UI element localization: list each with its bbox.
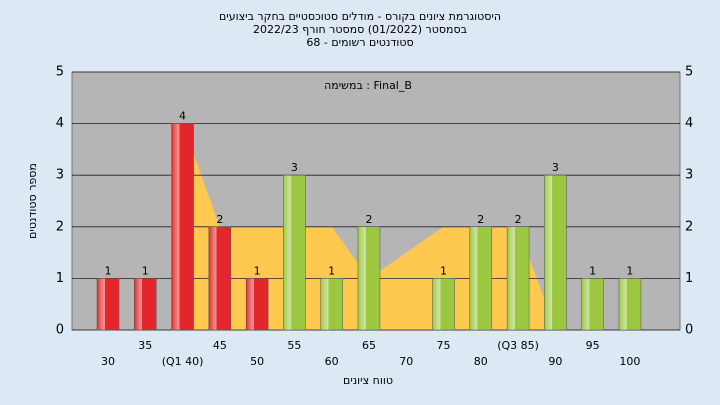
y2-tick-label: 5 <box>685 65 693 80</box>
value-label: 1 <box>105 264 112 277</box>
value-label: 3 <box>291 161 298 174</box>
x-tick-label: 75 <box>437 339 451 352</box>
x-tick-label: 90 <box>548 355 562 368</box>
x-tick-label: 60 <box>325 355 339 368</box>
bar-shine <box>357 226 381 331</box>
bar-shine <box>618 278 642 331</box>
bar-shine <box>544 174 567 331</box>
bar-shine <box>469 226 493 331</box>
value-label: 2 <box>365 213 372 226</box>
title-line: בסמסטר (01/2022) סמסטר חורף 2022/23 <box>253 23 467 36</box>
bar-shine <box>171 123 194 331</box>
value-label: 3 <box>552 161 559 174</box>
value-label: 1 <box>254 264 261 277</box>
y2-tick-label: 2 <box>685 219 693 234</box>
annotation: במשימה : Final_B <box>324 79 412 92</box>
x-tick-label: 65 <box>362 339 376 352</box>
x-tick-label: 35 <box>138 339 152 352</box>
bar-shine <box>208 226 232 331</box>
x-tick-label: 50 <box>250 355 264 368</box>
x-tick-label: 55 <box>287 339 301 352</box>
x-tick-label: 100 <box>619 355 640 368</box>
value-label: 1 <box>328 264 335 277</box>
bar-shine <box>283 174 306 331</box>
value-label: 2 <box>515 213 522 226</box>
x-tick-label: (Q1 40) <box>162 355 204 368</box>
x-tick-label: 80 <box>474 355 488 368</box>
title-line: היסטוגרמת ציונים בקורס - מודלים סטוכסטיי… <box>219 10 501 23</box>
bar-shine <box>506 226 530 331</box>
y-tick-label: 3 <box>56 168 64 183</box>
value-label: 1 <box>626 264 633 277</box>
y-tick-label: 0 <box>56 323 64 338</box>
y-tick-label: 2 <box>56 219 64 234</box>
y-axis-label: מספר סטודנטים <box>26 163 39 239</box>
bar-shine <box>96 278 120 331</box>
value-label: 1 <box>142 264 149 277</box>
bar-shine <box>432 278 455 331</box>
bar-shine <box>320 278 343 331</box>
y-tick-label: 5 <box>56 65 64 80</box>
bar-shine <box>134 278 157 331</box>
bar-shine <box>581 278 604 331</box>
value-label: 4 <box>179 110 186 123</box>
x-tick-label: 45 <box>213 339 227 352</box>
y-tick-label: 4 <box>56 116 64 131</box>
x-axis-label: טווח ציונים <box>343 374 393 387</box>
value-label: 2 <box>477 213 484 226</box>
y-tick-label: 1 <box>56 271 64 286</box>
y2-tick-label: 3 <box>685 168 693 183</box>
value-label: 2 <box>216 213 223 226</box>
x-tick-label: 70 <box>399 355 413 368</box>
bar-shine <box>245 278 269 331</box>
title-line: סטודנטים רשומים - 68 <box>306 36 413 49</box>
y2-tick-label: 4 <box>685 116 693 131</box>
x-tick-label: 30 <box>101 355 115 368</box>
x-tick-label: (Q3 85) <box>497 339 539 352</box>
y2-tick-label: 1 <box>685 271 693 286</box>
x-tick-label: 95 <box>586 339 600 352</box>
value-label: 1 <box>440 264 447 277</box>
value-label: 1 <box>589 264 596 277</box>
y2-tick-label: 0 <box>685 323 693 338</box>
